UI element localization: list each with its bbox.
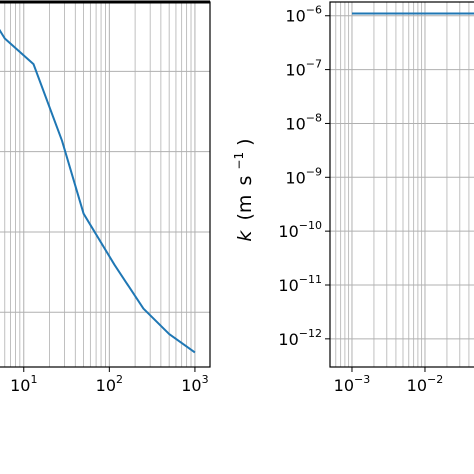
y-tick-exponent: −10 bbox=[299, 219, 322, 232]
x-tick-label: 10−3 bbox=[334, 373, 371, 395]
x-tick-base: 10 bbox=[96, 376, 116, 395]
ylabel-paren-open: (m bbox=[234, 195, 256, 221]
y-tick-base: 10 bbox=[278, 330, 298, 349]
x-tick-label: 103 bbox=[181, 373, 208, 395]
y-tick-base: 10 bbox=[278, 276, 298, 295]
y-tick-base: 10 bbox=[285, 7, 305, 26]
chart-right: 10−3 10−2 10−610−710−810−910−1010−1110−12… bbox=[226, 1, 474, 395]
y-tick-exponent: −9 bbox=[306, 165, 322, 178]
left-x-ticks: 101 102 103 bbox=[10, 367, 209, 395]
x-tick-exponent: 2 bbox=[116, 373, 123, 386]
x-tick-exponent: 1 bbox=[30, 373, 37, 386]
ylabel-exponent: −1 bbox=[232, 152, 246, 170]
x-tick-label: 102 bbox=[96, 373, 123, 395]
x-tick-exponent: −3 bbox=[354, 373, 370, 386]
y-tick-label: 10−8 bbox=[285, 111, 322, 133]
ylabel-paren-close: ) bbox=[234, 138, 256, 145]
x-tick-label: 101 bbox=[10, 373, 37, 395]
y-tick-label: 10−7 bbox=[285, 58, 322, 80]
series-line bbox=[0, 28, 196, 354]
right-frame bbox=[329, 1, 474, 368]
axes-frame bbox=[329, 1, 474, 368]
right-y-axis-label: k (m s −1 ) bbox=[226, 138, 256, 241]
y-tick-label: 10−12 bbox=[278, 327, 322, 349]
x-tick-base: 10 bbox=[10, 376, 30, 395]
y-tick-exponent: −7 bbox=[306, 58, 322, 71]
y-tick-exponent: −8 bbox=[306, 111, 322, 124]
y-tick-exponent: −11 bbox=[299, 273, 322, 286]
y-tick-label: 10−10 bbox=[278, 219, 322, 241]
y-tick-exponent: −12 bbox=[299, 327, 322, 340]
y-tick-base: 10 bbox=[285, 114, 305, 133]
x-tick-exponent: 3 bbox=[202, 373, 209, 386]
ylabel-k: k bbox=[234, 230, 256, 242]
x-tick-label: 10−2 bbox=[407, 373, 444, 395]
x-tick-exponent: −2 bbox=[427, 373, 443, 386]
left-grid bbox=[0, 2, 210, 367]
x-tick-base: 10 bbox=[407, 376, 427, 395]
right-x-ticks: 10−3 10−2 bbox=[334, 367, 444, 395]
y-tick-label: 10−6 bbox=[285, 4, 322, 26]
ylabel-unit-s: s bbox=[234, 176, 256, 186]
right-grid bbox=[329, 2, 474, 367]
y-tick-base: 10 bbox=[285, 168, 305, 187]
y-tick-base: 10 bbox=[278, 222, 298, 241]
left-frame bbox=[0, 0, 211, 368]
y-tick-label: 10−11 bbox=[278, 273, 322, 295]
left-series bbox=[0, 28, 196, 354]
chart-left: 101 102 103 bbox=[0, 0, 211, 395]
x-tick-base: 10 bbox=[334, 376, 354, 395]
y-tick-label: 10−9 bbox=[285, 165, 322, 187]
x-tick-base: 10 bbox=[181, 376, 201, 395]
y-tick-exponent: −6 bbox=[306, 4, 322, 17]
y-tick-base: 10 bbox=[285, 61, 305, 80]
